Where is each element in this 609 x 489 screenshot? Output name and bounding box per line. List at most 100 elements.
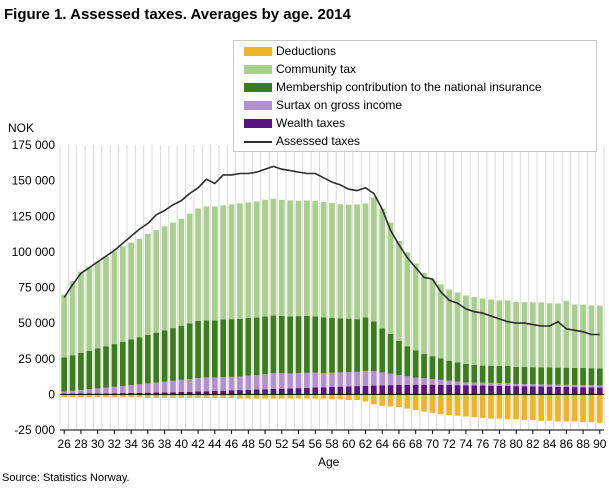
chart-title: Figure 1. Assessed taxes. Averages by ag… [4,6,351,23]
bar-membership-contribution-to-the-national-insurance-age-72 [446,360,453,381]
bar-membership-contribution-to-the-national-insurance-age-82 [530,367,536,385]
bar-membership-contribution-to-the-national-insurance-age-77 [488,365,494,383]
bar-surtax-on-gross-income-age-68 [412,377,419,385]
bar-community-tax-age-88 [580,304,586,369]
legend-label-wealth-taxes: Wealth taxes [276,116,346,130]
bar-membership-contribution-to-the-national-insurance-age-80 [513,366,519,384]
bar-membership-contribution-to-the-national-insurance-age-87 [571,367,578,385]
assessed-taxes-line-layer [63,165,600,336]
gridlines [59,145,605,430]
bar-surtax-on-gross-income-age-26 [61,391,68,394]
bar-deductions-age-32 [111,394,118,398]
bar-community-tax-age-90 [596,305,603,369]
bar-surtax-on-gross-income-age-54 [295,373,302,389]
bar-community-tax-age-28 [78,271,84,353]
bar-deductions-age-45 [220,394,227,398]
x-tick-label: 82 [526,437,540,451]
bar-membership-contribution-to-the-national-insurance-age-44 [211,320,218,378]
bar-community-tax-age-51 [270,198,277,316]
bar-deductions-age-80 [513,394,519,420]
bar-membership-contribution-to-the-national-insurance-age-27 [69,355,76,391]
bar-wealth-taxes-age-40 [178,391,185,395]
x-tick-label: 42 [191,437,205,451]
bar-membership-contribution-to-the-national-insurance-age-88 [580,368,586,386]
bar-surtax-on-gross-income-age-70 [429,378,436,385]
bar-wealth-taxes-age-44 [211,390,218,395]
bar-deductions-age-57 [320,394,327,399]
bar-deductions-age-70 [429,394,436,413]
bar-wealth-taxes-age-46 [228,390,235,395]
bar-wealth-taxes-age-65 [387,385,394,395]
legend-label-assessed-taxes: Assessed taxes [276,134,361,148]
x-tick-label: 90 [593,437,607,451]
bar-membership-contribution-to-the-national-insurance-age-64 [379,328,386,373]
x-tick-label: 66 [392,437,406,451]
bar-community-tax-age-87 [571,304,578,368]
bar-membership-contribution-to-the-national-insurance-age-66 [396,340,402,375]
bar-wealth-taxes-age-73 [454,385,461,395]
bar-deductions-age-56 [312,394,319,399]
bar-wealth-taxes-age-74 [463,385,469,395]
bar-community-tax-age-65 [387,222,394,334]
bar-deductions-age-40 [178,394,185,398]
bar-community-tax-age-78 [496,300,503,366]
bar-deductions-age-79 [504,394,511,420]
legend-label-deductions: Deductions [276,44,337,58]
bar-membership-contribution-to-the-national-insurance-age-45 [220,319,227,378]
bar-wealth-taxes-age-66 [396,384,402,395]
bar-deductions-age-78 [496,394,503,419]
bar-wealth-taxes-age-41 [186,391,193,395]
bar-membership-contribution-to-the-national-insurance-age-86 [563,367,570,385]
bar-deductions-age-82 [530,394,536,421]
bar-community-tax-age-80 [513,302,519,367]
bar-surtax-on-gross-income-age-34 [128,385,134,393]
bar-surtax-on-gross-income-age-65 [387,373,394,386]
bar-community-tax-age-66 [396,241,402,341]
bar-community-tax-age-68 [412,263,419,351]
bar-community-tax-age-69 [421,272,427,355]
bar-deductions-age-60 [345,394,352,401]
bar-surtax-on-gross-income-age-47 [237,376,243,391]
bar-deductions-age-26 [61,394,68,398]
bar-membership-contribution-to-the-national-insurance-age-48 [245,317,252,376]
bar-membership-contribution-to-the-national-insurance-age-41 [186,323,193,379]
bar-deductions-age-69 [421,394,427,412]
bar-deductions-age-74 [463,394,469,417]
bar-deductions-age-75 [471,394,478,418]
bar-community-tax-age-49 [253,201,260,318]
bar-surtax-on-gross-income-age-86 [563,384,570,387]
bar-wealth-taxes-age-68 [412,384,419,395]
bar-membership-contribution-to-the-national-insurance-age-73 [454,362,461,382]
bar-deductions-age-52 [278,394,285,399]
bar-membership-contribution-to-the-national-insurance-age-85 [555,367,561,385]
y-tick-label: 50 000 [18,316,55,330]
bar-membership-contribution-to-the-national-insurance-age-61 [354,319,360,372]
bar-membership-contribution-to-the-national-insurance-age-68 [412,350,419,378]
x-tick-label: 70 [426,437,440,451]
bar-community-tax-age-54 [295,200,302,317]
bar-deductions-age-33 [119,394,126,398]
bar-surtax-on-gross-income-age-33 [119,385,126,394]
bar-surtax-on-gross-income-age-80 [513,383,519,387]
y-tick-label: 75 000 [18,281,55,295]
bar-community-tax-age-30 [94,261,101,349]
bar-deductions-age-49 [253,394,260,399]
y-tick-label: 25 000 [18,352,55,366]
bar-wealth-taxes-age-57 [320,387,327,395]
bar-surtax-on-gross-income-age-44 [211,377,218,391]
axes [60,393,604,434]
bar-deductions-age-64 [379,394,386,406]
bar-wealth-taxes-age-61 [354,386,360,395]
bar-community-tax-age-55 [304,200,310,316]
bar-wealth-taxes-age-37 [153,392,160,395]
bar-deductions-age-47 [237,394,243,399]
bar-deductions-age-34 [128,394,134,398]
bar-community-tax-age-50 [262,199,268,317]
bar-community-tax-age-61 [354,204,360,320]
bar-surtax-on-gross-income-age-56 [312,372,319,388]
bar-wealth-taxes-age-33 [119,393,126,395]
bar-deductions-age-90 [596,394,603,423]
bar-wealth-taxes-age-48 [245,389,252,395]
bar-deductions-age-66 [396,394,402,408]
bar-deductions-age-86 [563,394,570,422]
